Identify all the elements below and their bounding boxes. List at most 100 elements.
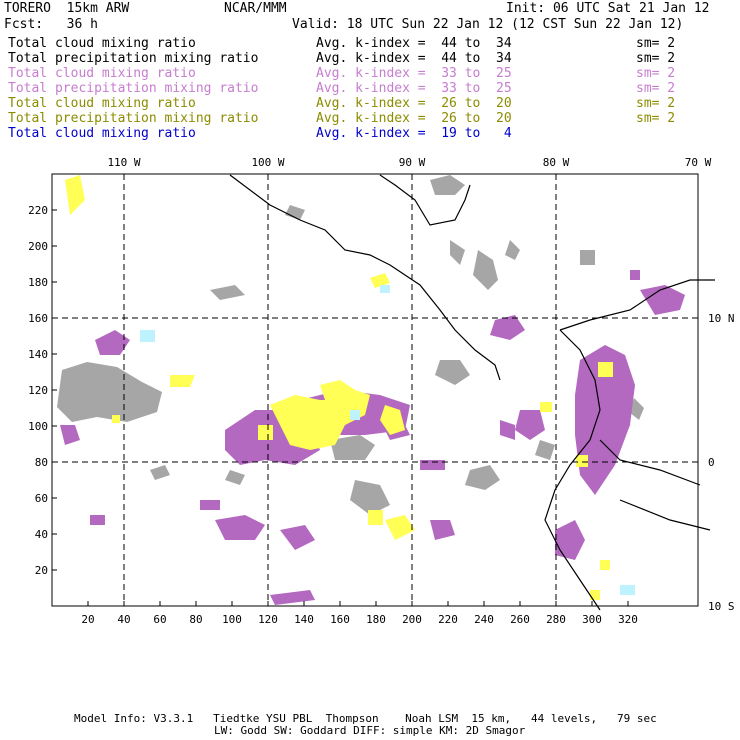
purple-cloud-patch xyxy=(500,420,515,440)
purple-cloud-patch xyxy=(200,500,220,510)
gray-cloud-patch xyxy=(465,465,500,490)
legend-smoothing: sm= 2 xyxy=(636,66,676,81)
x-tick-label: 140 xyxy=(294,613,314,626)
purple-cloud-patch xyxy=(640,285,685,315)
purple-cloud-patch xyxy=(215,515,265,540)
gray-cloud-patch xyxy=(473,250,498,290)
lon-label: 100 W xyxy=(251,156,284,169)
yellow-cloud-patch xyxy=(112,415,120,423)
purple-cloud-patch xyxy=(555,520,585,560)
gray-cloud-patch xyxy=(450,240,465,265)
x-tick-label: 220 xyxy=(438,613,458,626)
x-tick-label: 80 xyxy=(189,613,202,626)
yellow-cloud-patch xyxy=(258,425,273,440)
x-tick-label: 300 xyxy=(582,613,602,626)
gray-cloud-patch xyxy=(580,250,595,265)
x-tick-label: 100 xyxy=(222,613,242,626)
x-tick-label: 320 xyxy=(618,613,638,626)
gray-cloud-patch xyxy=(350,480,390,515)
purple-cloud-patch xyxy=(95,330,130,355)
yellow-cloud-patch xyxy=(65,175,85,215)
physics-info: LW: Godd SW: Goddard DIFF: simple KM: 2D… xyxy=(214,724,526,737)
legend-smoothing: sm= 2 xyxy=(636,111,676,126)
legend-field: Total cloud mixing ratio xyxy=(8,66,196,81)
gray-cloud-patch xyxy=(210,285,245,300)
yellow-cloud-patch xyxy=(370,273,390,288)
y-tick-label: 40 xyxy=(35,528,48,541)
legend-index: Avg. k-index = 19 to 4 xyxy=(316,126,512,141)
yellow-cloud-patch xyxy=(600,560,610,570)
x-tick-label: 280 xyxy=(546,613,566,626)
yellow-cloud-patch xyxy=(368,510,383,525)
yellow-cloud-patch xyxy=(576,455,588,467)
lon-label: 70 W xyxy=(685,156,712,169)
legend-smoothing: sm= 2 xyxy=(636,96,676,111)
legend-index: Avg. k-index = 26 to 20 xyxy=(316,96,512,111)
legend-index: Avg. k-index = 44 to 34 xyxy=(316,51,512,66)
gray-cloud-patch xyxy=(629,398,644,420)
legend-index: Avg. k-index = 44 to 34 xyxy=(316,36,512,51)
y-tick-label: 140 xyxy=(28,348,48,361)
model-title: TORERO 15km ARW xyxy=(4,1,130,16)
x-tick-label: 180 xyxy=(366,613,386,626)
x-tick-label: 200 xyxy=(402,613,422,626)
coastline xyxy=(229,174,715,611)
purple-cloud-patch xyxy=(490,315,525,340)
legend-index: Avg. k-index = 26 to 20 xyxy=(316,111,512,126)
gray-cloud-patch xyxy=(285,205,305,220)
yellow-cloud-patch xyxy=(170,375,195,387)
y-tick-label: 220 xyxy=(28,204,48,217)
purple-cloud-patch xyxy=(60,425,80,445)
axis-ticks xyxy=(52,209,629,606)
gray-cloud-patch xyxy=(535,440,555,460)
y-grid-labels: 20 40 60 80 100 120 140 160 180 200 220 xyxy=(28,204,48,577)
lat-label: 0 xyxy=(708,456,715,469)
legend-index: Avg. k-index = 33 to 25 xyxy=(316,81,512,96)
gray-cloud-patch xyxy=(72,390,117,415)
gray-cloud-patch xyxy=(430,175,465,195)
y-tick-label: 80 xyxy=(35,456,48,469)
legend-field: Total precipitation mixing ratio xyxy=(8,81,259,96)
legend-field: Total precipitation mixing ratio xyxy=(8,111,259,126)
gray-cloud-patch xyxy=(225,470,245,485)
purple-cloud-patch xyxy=(280,525,315,550)
x-tick-label: 240 xyxy=(474,613,494,626)
lat-label: 10 S xyxy=(708,600,735,613)
purple-cloud-patch xyxy=(90,515,105,525)
legend-field: Total cloud mixing ratio xyxy=(8,36,196,51)
purple-cloud-patch xyxy=(575,345,635,495)
graticule xyxy=(52,174,698,606)
purple-cloud-patch xyxy=(430,520,455,540)
x-tick-label: 20 xyxy=(81,613,94,626)
gray-cloud-patch xyxy=(505,240,520,260)
legend-field: Total cloud mixing ratio xyxy=(8,126,196,141)
init-time: Init: 06 UTC Sat 21 Jan 12 xyxy=(506,1,710,16)
andes-border xyxy=(599,439,711,531)
yellow-cloud-patch xyxy=(385,515,415,540)
forecast-hour: Fcst: 36 h xyxy=(4,17,98,32)
y-tick-label: 120 xyxy=(28,384,48,397)
valid-time: Valid: 18 UTC Sun 22 Jan 12 (12 CST Sun … xyxy=(292,17,684,32)
south-america-coast xyxy=(544,279,715,611)
purple-cloud-patch xyxy=(630,270,640,280)
y-tick-label: 100 xyxy=(28,420,48,433)
mexico-central-america-coast xyxy=(229,174,501,381)
legend-field: Total precipitation mixing ratio xyxy=(8,51,259,66)
y-tick-label: 180 xyxy=(28,276,48,289)
cloud-field xyxy=(57,175,685,605)
x-tick-label: 160 xyxy=(330,613,350,626)
y-tick-label: 200 xyxy=(28,240,48,253)
gray-cloud-patch xyxy=(330,435,375,460)
center-label: NCAR/MMM xyxy=(224,1,287,16)
cyan-cloud-patch xyxy=(350,410,360,420)
gray-cloud-patch xyxy=(435,360,470,385)
lon-label: 90 W xyxy=(399,156,426,169)
legend-field: Total cloud mixing ratio xyxy=(8,96,196,111)
yellow-cloud-patch xyxy=(380,405,405,435)
legend-index: Avg. k-index = 33 to 25 xyxy=(316,66,512,81)
lon-label: 110 W xyxy=(107,156,140,169)
y-tick-label: 20 xyxy=(35,564,48,577)
purple-cloud-patch xyxy=(515,410,545,440)
lon-label: 80 W xyxy=(543,156,570,169)
